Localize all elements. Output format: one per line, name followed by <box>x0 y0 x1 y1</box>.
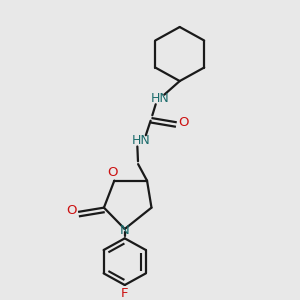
Text: F: F <box>121 287 128 300</box>
Text: HN: HN <box>132 134 151 147</box>
Text: O: O <box>178 116 188 129</box>
Text: HN: HN <box>151 92 170 105</box>
Text: O: O <box>108 166 118 179</box>
Text: O: O <box>66 204 77 217</box>
Text: N: N <box>120 224 130 237</box>
